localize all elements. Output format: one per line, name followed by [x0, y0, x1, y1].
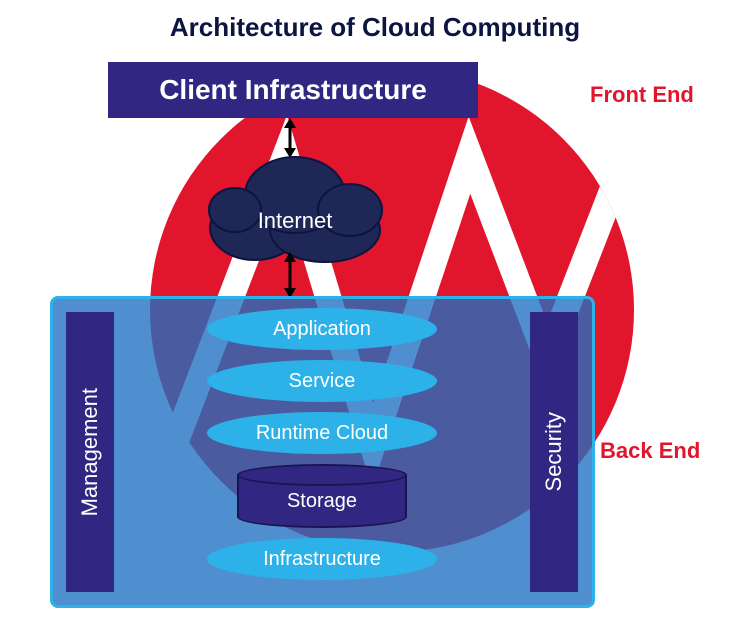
management-bar: Management	[66, 312, 114, 592]
back-end-label: Back End	[600, 438, 700, 464]
layer-ellipse: Service	[207, 360, 437, 402]
storage-label: Storage	[237, 490, 407, 513]
storage-cylinder: Storage	[237, 464, 407, 528]
backend-layer-stack: Application Service Runtime Cloud Storage In…	[155, 308, 489, 580]
internet-label: Internet	[258, 208, 333, 234]
arrow-internet-backend	[281, 252, 299, 298]
page-title: Architecture of Cloud Computing	[0, 12, 750, 43]
layer-ellipse: Application	[207, 308, 437, 350]
layer-ellipse: Runtime Cloud	[207, 412, 437, 454]
client-infrastructure-box: Client Infrastructure	[108, 62, 478, 118]
layer-ellipse: Infrastructure	[207, 538, 437, 580]
front-end-label: Front End	[590, 82, 694, 108]
internet-cloud: Internet	[200, 150, 390, 265]
security-bar: Security	[530, 312, 578, 592]
